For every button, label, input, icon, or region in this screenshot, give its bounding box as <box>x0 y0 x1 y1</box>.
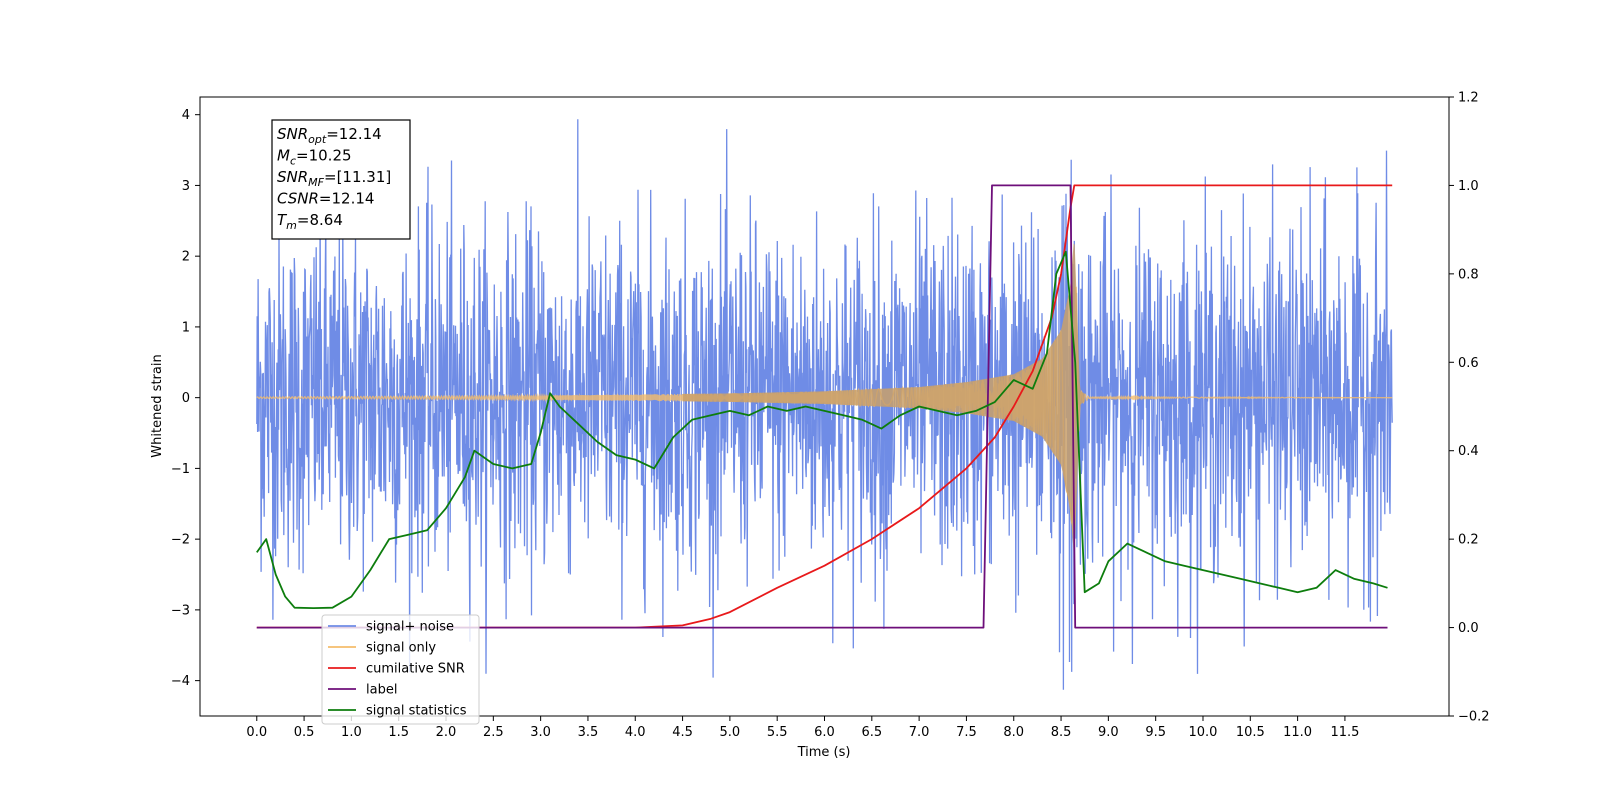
info-box-line: Tm=8.64 <box>277 211 343 232</box>
x-tick-label: 2.0 <box>436 725 457 740</box>
y-tick-label: 4 <box>182 108 190 123</box>
y2-tick-label: 0.4 <box>1458 444 1479 459</box>
x-tick-label: 4.0 <box>625 725 646 740</box>
legend-entry: signal only <box>366 641 436 656</box>
x-tick-label: 1.0 <box>341 725 362 740</box>
x-tick-label: 7.5 <box>956 725 977 740</box>
y-tick-label: −1 <box>171 462 190 477</box>
x-tick-label: 3.0 <box>530 725 551 740</box>
legend-entry: signal+ noise <box>366 620 454 635</box>
y-tick-label: 3 <box>182 179 190 194</box>
x-tick-label: 10.5 <box>1236 725 1265 740</box>
x-tick-label: 3.5 <box>578 725 599 740</box>
series-cumulative-snr-line <box>256 184 1393 629</box>
series-label-line <box>256 184 1388 629</box>
x-tick-label: 1.5 <box>388 725 409 740</box>
x-tick-label: 9.5 <box>1145 725 1166 740</box>
info-box-line: SNRopt=12.14 <box>277 125 382 146</box>
info-box: SNRopt=12.14Mc=10.25SNRMF=[11.31]CSNR=12… <box>271 119 411 240</box>
legend-entry: signal statistics <box>366 704 467 719</box>
y-tick-label: −3 <box>171 603 190 618</box>
x-tick-label: 6.0 <box>814 725 835 740</box>
x-tick-label: 10.0 <box>1189 725 1218 740</box>
x-tick-label: 11.0 <box>1283 725 1312 740</box>
series-signal-noise-line <box>256 119 1393 690</box>
x-tick-label: 7.0 <box>909 725 930 740</box>
y2-tick-label: 0.6 <box>1458 356 1479 371</box>
info-box-line: Mc=10.25 <box>277 147 352 168</box>
legend-entry: cumilative SNR <box>366 662 465 677</box>
y2-tick-label: 1.2 <box>1458 91 1479 106</box>
x-tick-label: 2.5 <box>483 725 504 740</box>
y2-tick-label: 1.0 <box>1458 179 1479 194</box>
x-tick-label: 5.0 <box>720 725 741 740</box>
x-tick-label: 8.0 <box>1003 725 1024 740</box>
y-tick-label: −4 <box>171 674 190 689</box>
y-tick-label: 0 <box>182 391 190 406</box>
y-axis-left: −4 −3 −2 −1 0 1 2 3 4 <box>171 108 200 689</box>
y-axis-label: Whitened strain <box>150 354 165 457</box>
x-tick-label: 5.5 <box>767 725 788 740</box>
x-tick-label: 0.5 <box>294 725 315 740</box>
series-signal-only-envelope <box>682 243 1085 552</box>
legend: signal+ noise signal only cumilative SNR la… <box>321 614 480 725</box>
y2-tick-label: −0.2 <box>1458 710 1490 725</box>
y2-tick-label: 0.2 <box>1458 533 1479 548</box>
y-tick-label: 2 <box>182 250 190 265</box>
x-tick-label: 11.5 <box>1330 725 1359 740</box>
x-tick-label: 4.5 <box>672 725 693 740</box>
info-box-line: SNRMF=[11.31] <box>277 168 391 189</box>
y-axis-right: −0.2 0.0 0.2 0.4 0.6 0.8 1.0 1.2 <box>1449 91 1490 725</box>
y2-tick-label: 0.8 <box>1458 267 1479 282</box>
y2-tick-label: 0.0 <box>1458 621 1479 636</box>
series-signal-statistics-line <box>256 250 1388 609</box>
x-axis-label: Time (s) <box>797 745 851 760</box>
legend-entry: label <box>366 683 397 698</box>
x-axis: 0.0 0.5 1.0 1.5 2.0 2.5 3.0 3.5 4.0 4.5 5.0 5.5 6.0 6… <box>246 716 1359 740</box>
x-tick-label: 9.0 <box>1098 725 1119 740</box>
x-tick-label: 6.5 <box>861 725 882 740</box>
y-tick-label: −2 <box>171 533 190 548</box>
x-tick-label: 8.5 <box>1051 725 1072 740</box>
y-tick-label: 1 <box>182 320 190 335</box>
x-tick-label: 0.0 <box>246 725 267 740</box>
info-box-line: CSNR=12.14 <box>277 190 374 208</box>
